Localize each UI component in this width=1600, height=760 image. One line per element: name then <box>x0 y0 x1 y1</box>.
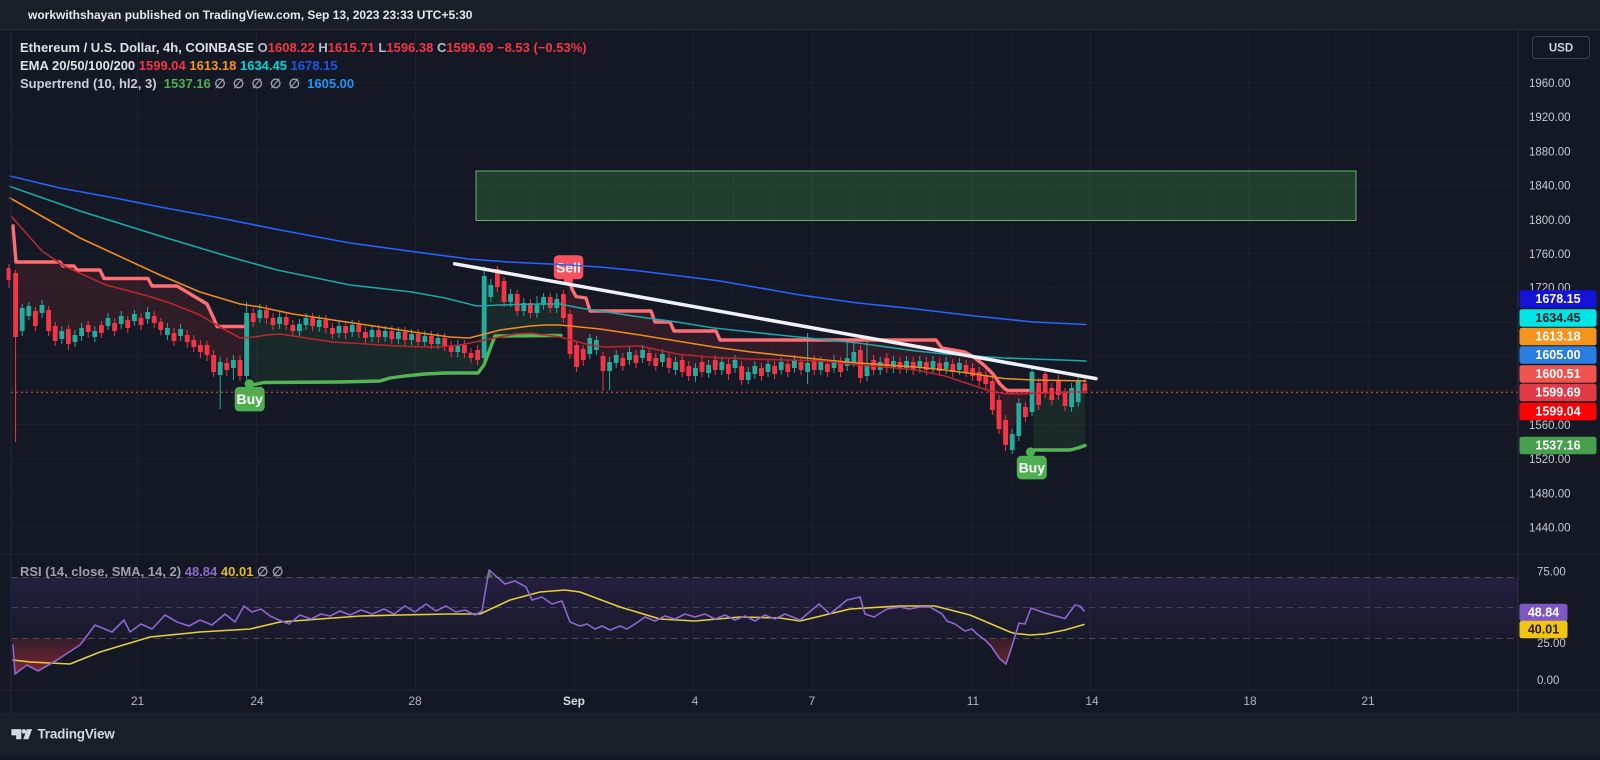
svg-text:Buy: Buy <box>1019 460 1046 476</box>
svg-text:21: 21 <box>1361 694 1375 708</box>
svg-text:1599.69: 1599.69 <box>1535 386 1580 400</box>
svg-text:1634.45: 1634.45 <box>1535 311 1580 325</box>
svg-text:1678.15: 1678.15 <box>1535 292 1580 306</box>
svg-text:Sep: Sep <box>563 694 585 708</box>
svg-text:11: 11 <box>967 694 980 708</box>
svg-text:TradingView: TradingView <box>38 727 116 742</box>
svg-text:1920.00: 1920.00 <box>1529 112 1571 124</box>
svg-text:18: 18 <box>1243 694 1257 708</box>
svg-text:RSI (14, close, SMA, 14, 2) 48: RSI (14, close, SMA, 14, 2) 48.84 40.01 … <box>20 564 283 579</box>
svg-text:1800.00: 1800.00 <box>1529 215 1571 227</box>
svg-text:1440.00: 1440.00 <box>1529 523 1571 535</box>
svg-text:25.00: 25.00 <box>1537 638 1566 650</box>
svg-text:EMA 20/50/100/200 1599.04 1613: EMA 20/50/100/200 1599.04 1613.18 1634.4… <box>20 58 338 73</box>
svg-text:1599.04: 1599.04 <box>1535 405 1580 419</box>
svg-text:Sell: Sell <box>556 259 581 275</box>
svg-text:4: 4 <box>692 694 699 708</box>
svg-text:1840.00: 1840.00 <box>1529 181 1571 193</box>
svg-text:48.84: 48.84 <box>1528 606 1559 620</box>
svg-text:1480.00: 1480.00 <box>1529 488 1571 500</box>
svg-text:Ethereum / U.S. Dollar, 4h, CO: Ethereum / U.S. Dollar, 4h, COINBASE O16… <box>20 40 587 55</box>
svg-text:1537.16: 1537.16 <box>1535 439 1580 453</box>
svg-text:1613.18: 1613.18 <box>1535 330 1580 344</box>
svg-text:1960.00: 1960.00 <box>1529 78 1571 90</box>
svg-text:14: 14 <box>1085 694 1099 708</box>
svg-text:1600.51: 1600.51 <box>1535 367 1580 381</box>
svg-text:75.00: 75.00 <box>1537 567 1566 579</box>
svg-text:1760.00: 1760.00 <box>1529 249 1571 261</box>
svg-text:USD: USD <box>1549 43 1573 55</box>
svg-text:1880.00: 1880.00 <box>1529 146 1571 158</box>
svg-text:24: 24 <box>250 694 264 708</box>
svg-text:0.00: 0.00 <box>1537 675 1559 687</box>
svg-text:1520.00: 1520.00 <box>1529 454 1571 466</box>
svg-text:7: 7 <box>809 694 816 708</box>
svg-text:1560.00: 1560.00 <box>1529 420 1571 432</box>
svg-text:28: 28 <box>408 694 422 708</box>
svg-text:Buy: Buy <box>236 391 263 407</box>
svg-text:21: 21 <box>131 694 145 708</box>
svg-text:40.01: 40.01 <box>1528 623 1559 637</box>
svg-text:1605.00: 1605.00 <box>1535 348 1580 362</box>
svg-text:Supertrend (10, hl2, 3) 1537.: Supertrend (10, hl2, 3) 1537.16 ∅ ∅ ∅ ∅ … <box>20 76 354 91</box>
